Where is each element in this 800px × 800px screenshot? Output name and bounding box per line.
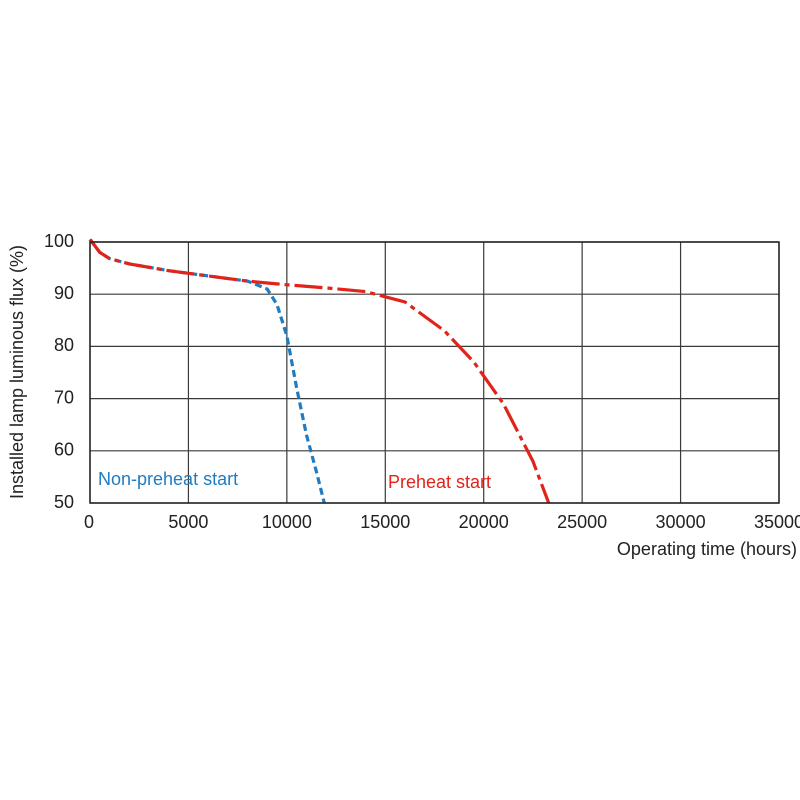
y-tick-label: 100 — [44, 231, 74, 251]
series-line — [88, 238, 551, 504]
y-tick-label: 60 — [54, 440, 74, 460]
x-tick-label: 0 — [84, 512, 94, 532]
x-tick-label: 25000 — [557, 512, 607, 532]
x-tick-label: 5000 — [168, 512, 208, 532]
y-axis-label: Installed lamp luminous flux (%) — [7, 245, 27, 499]
legend-label: Preheat start — [388, 472, 491, 492]
x-tick-label: 20000 — [459, 512, 509, 532]
x-tick-label: 35000 — [754, 512, 800, 532]
series-line — [88, 238, 326, 504]
y-tick-label: 90 — [54, 283, 74, 303]
x-tick-label: 30000 — [656, 512, 706, 532]
x-axis-label: Operating time (hours) — [617, 539, 797, 559]
x-tick-label: 10000 — [262, 512, 312, 532]
legend-label: Non-preheat start — [98, 469, 238, 489]
plot-frame — [89, 241, 780, 504]
x-tick-label: 15000 — [360, 512, 410, 532]
y-tick-label: 70 — [54, 387, 74, 407]
y-tick-label: 80 — [54, 335, 74, 355]
y-tick-label: 50 — [54, 492, 74, 512]
